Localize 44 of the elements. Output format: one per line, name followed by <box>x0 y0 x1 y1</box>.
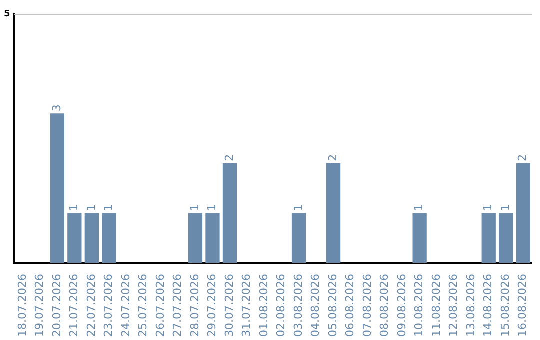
x-tick-label: 08.08.2026 <box>378 274 392 338</box>
x-tick-label: 05.08.2026 <box>326 274 340 338</box>
x-tick-label: 20.07.2026 <box>50 274 64 338</box>
data-label: 1 <box>188 204 202 212</box>
x-tick-label: 18.07.2026 <box>16 274 29 338</box>
data-label: 3 <box>50 104 64 112</box>
data-label: 1 <box>482 204 495 212</box>
x-tick-label: 03.08.2026 <box>292 274 305 338</box>
x-tick-label: 26.07.2026 <box>154 274 167 338</box>
y-tick-label: 5 <box>4 9 10 20</box>
data-label: 1 <box>84 204 98 212</box>
data-label: 1 <box>412 204 426 212</box>
x-tick-label: 09.08.2026 <box>395 274 408 338</box>
x-tick-label: 11.08.2026 <box>430 274 443 338</box>
data-label: 2 <box>326 154 340 162</box>
x-tick-label: 10.08.2026 <box>412 274 426 338</box>
x-tick-label: 12.08.2026 <box>447 274 460 338</box>
data-label: 1 <box>206 204 219 212</box>
x-tick-label: 07.08.2026 <box>360 274 374 338</box>
data-label: 1 <box>102 204 116 212</box>
x-tick-label: 16.08.2026 <box>516 274 530 338</box>
x-tick-label: 29.07.2026 <box>206 274 219 338</box>
data-label: 1 <box>292 204 305 212</box>
x-tick-label: 19.07.2026 <box>33 274 46 338</box>
x-tick-label: 25.07.2026 <box>136 274 150 338</box>
x-tick-label: 23.07.2026 <box>102 274 116 338</box>
data-label: 1 <box>498 204 512 212</box>
x-tick-label: 27.07.2026 <box>171 274 184 338</box>
x-tick-label: 31.07.2026 <box>240 274 254 338</box>
x-tick-label: 04.08.2026 <box>309 274 322 338</box>
x-tick-label: 28.07.2026 <box>188 274 202 338</box>
data-label: 2 <box>516 154 530 162</box>
x-tick-label: 22.07.2026 <box>84 274 98 338</box>
x-tick-label: 21.07.2026 <box>68 274 81 338</box>
x-tick-label: 14.08.2026 <box>482 274 495 338</box>
x-tick-label: 24.07.2026 <box>119 274 132 338</box>
x-tick-label: 15.08.2026 <box>498 274 512 338</box>
x-tick-label: 30.07.2026 <box>222 274 236 338</box>
x-tick-label: 01.08.2026 <box>257 274 270 338</box>
x-tick-label: 13.08.2026 <box>464 274 478 338</box>
data-label: 2 <box>222 154 236 162</box>
x-tick-label: 06.08.2026 <box>344 274 357 338</box>
data-label: 1 <box>68 204 81 212</box>
x-tick-label: 02.08.2026 <box>274 274 288 338</box>
